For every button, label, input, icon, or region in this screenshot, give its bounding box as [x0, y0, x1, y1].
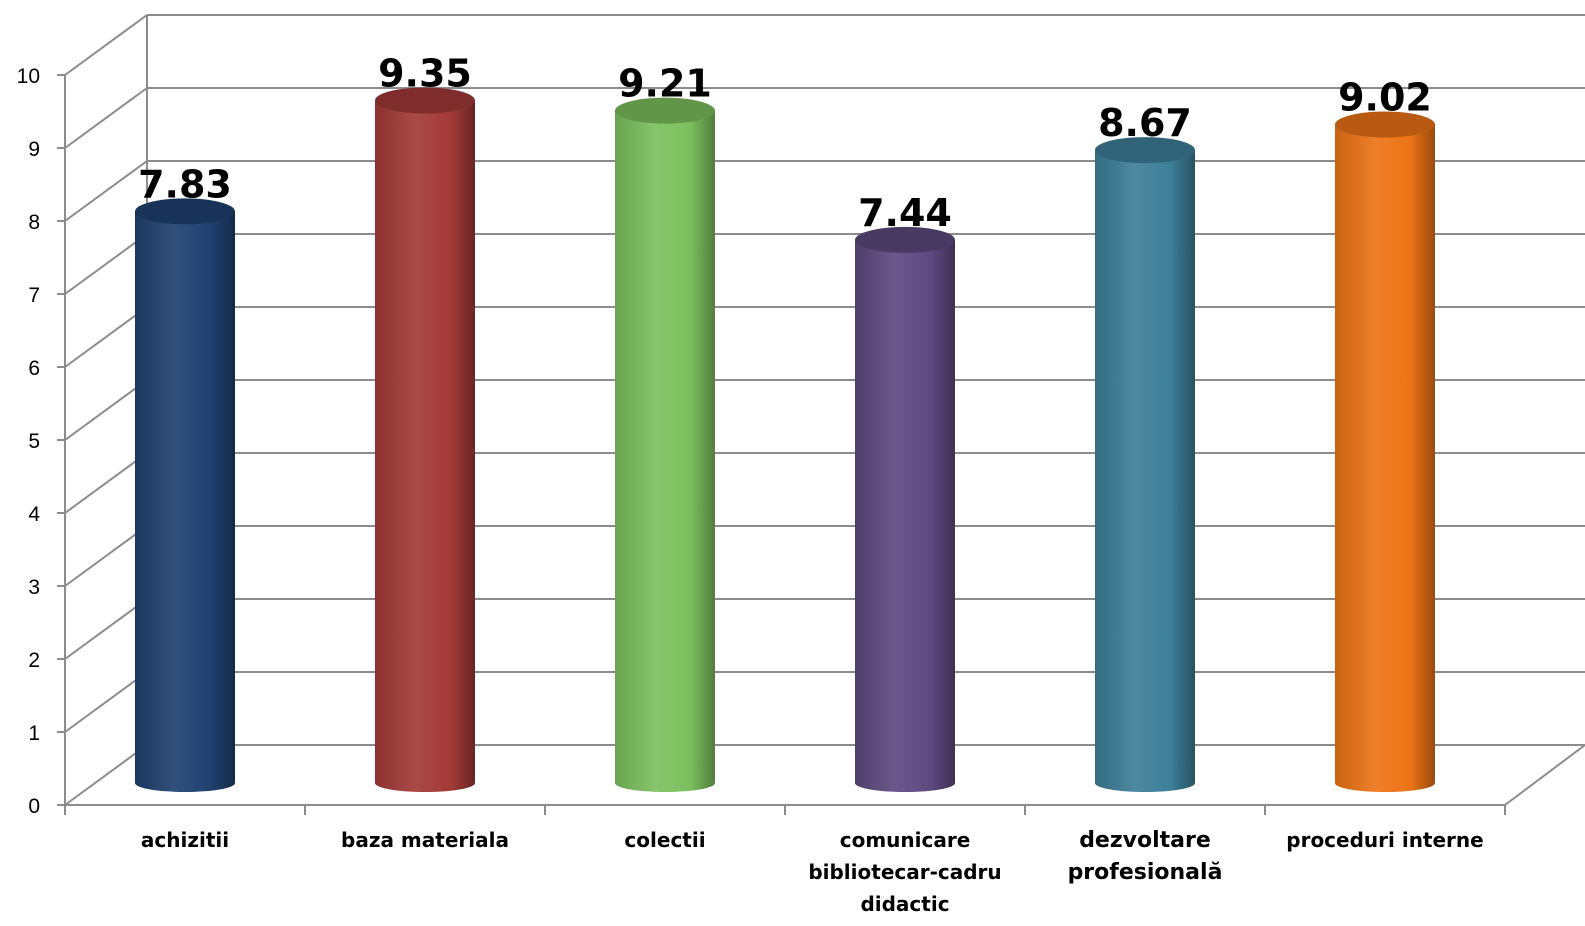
gridline-side [64, 87, 148, 149]
gridline-side [64, 306, 148, 368]
bar-0 [135, 211, 235, 792]
bar-3 [855, 239, 955, 792]
data-label-1: 9.35 [378, 51, 472, 95]
bar-top-0 [135, 198, 235, 225]
gridline-side [64, 160, 148, 222]
bars-layer [135, 87, 1435, 793]
gridline-side [64, 233, 148, 295]
axis-layer: 0 1 2 3 4 5 6 7 8 9 10 [17, 65, 1585, 818]
y-tick-label: 3 [28, 576, 40, 599]
bar-top-2 [615, 97, 715, 124]
data-label-4: 8.67 [1098, 101, 1192, 145]
bar-top-3 [855, 226, 955, 253]
x-category-label-3: comunicare [840, 828, 971, 852]
bar-top-4 [1095, 137, 1195, 164]
y-tick-label: 8 [28, 211, 40, 234]
data-label-0: 7.83 [138, 162, 232, 206]
x-category-label-5: proceduri interne [1286, 828, 1483, 852]
x-category-label-3: bibliotecar-cadru [808, 860, 1001, 884]
x-category-label-3: didactic [860, 892, 949, 916]
y-tick-label: 9 [28, 138, 40, 161]
y-tick-label: 0 [28, 795, 40, 818]
bar-top-5 [1335, 111, 1435, 138]
bar-5 [1335, 124, 1435, 793]
gridline-side [64, 452, 148, 514]
gridline-side [64, 598, 148, 660]
gridline-side [64, 14, 148, 76]
gridline-side [64, 671, 148, 733]
bar-4 [1095, 150, 1195, 793]
y-tick-label: 2 [28, 649, 40, 672]
data-label-3: 7.44 [858, 191, 952, 235]
bar-1 [375, 100, 475, 792]
y-tick-label: 1 [28, 722, 40, 745]
floor-edge-right [1504, 744, 1585, 806]
data-label-2: 9.21 [618, 62, 712, 106]
x-category-label-0: achizitii [141, 828, 229, 852]
bar-top-1 [375, 87, 475, 114]
x-category-label-1: baza materiala [341, 828, 509, 852]
y-tick-label: 5 [28, 430, 40, 453]
data-label-5: 9.02 [1338, 76, 1432, 120]
bar-2 [615, 110, 715, 792]
x-category-label-2: colectii [624, 828, 705, 852]
y-tick-label: 10 [17, 65, 40, 88]
labels-layer: 7.83 achizitii 9.35 baza materiala 9.21 colec… [138, 51, 1484, 916]
y-tick-label: 6 [28, 357, 40, 380]
x-category-label-4: profesională [1068, 860, 1223, 885]
x-category-label-4: dezvoltare [1079, 828, 1211, 853]
gridline-side [64, 744, 148, 806]
gridline-side [64, 379, 148, 441]
y-tick-label: 4 [28, 503, 40, 526]
y-tick-label: 7 [28, 284, 40, 307]
gridline-side [64, 525, 148, 587]
